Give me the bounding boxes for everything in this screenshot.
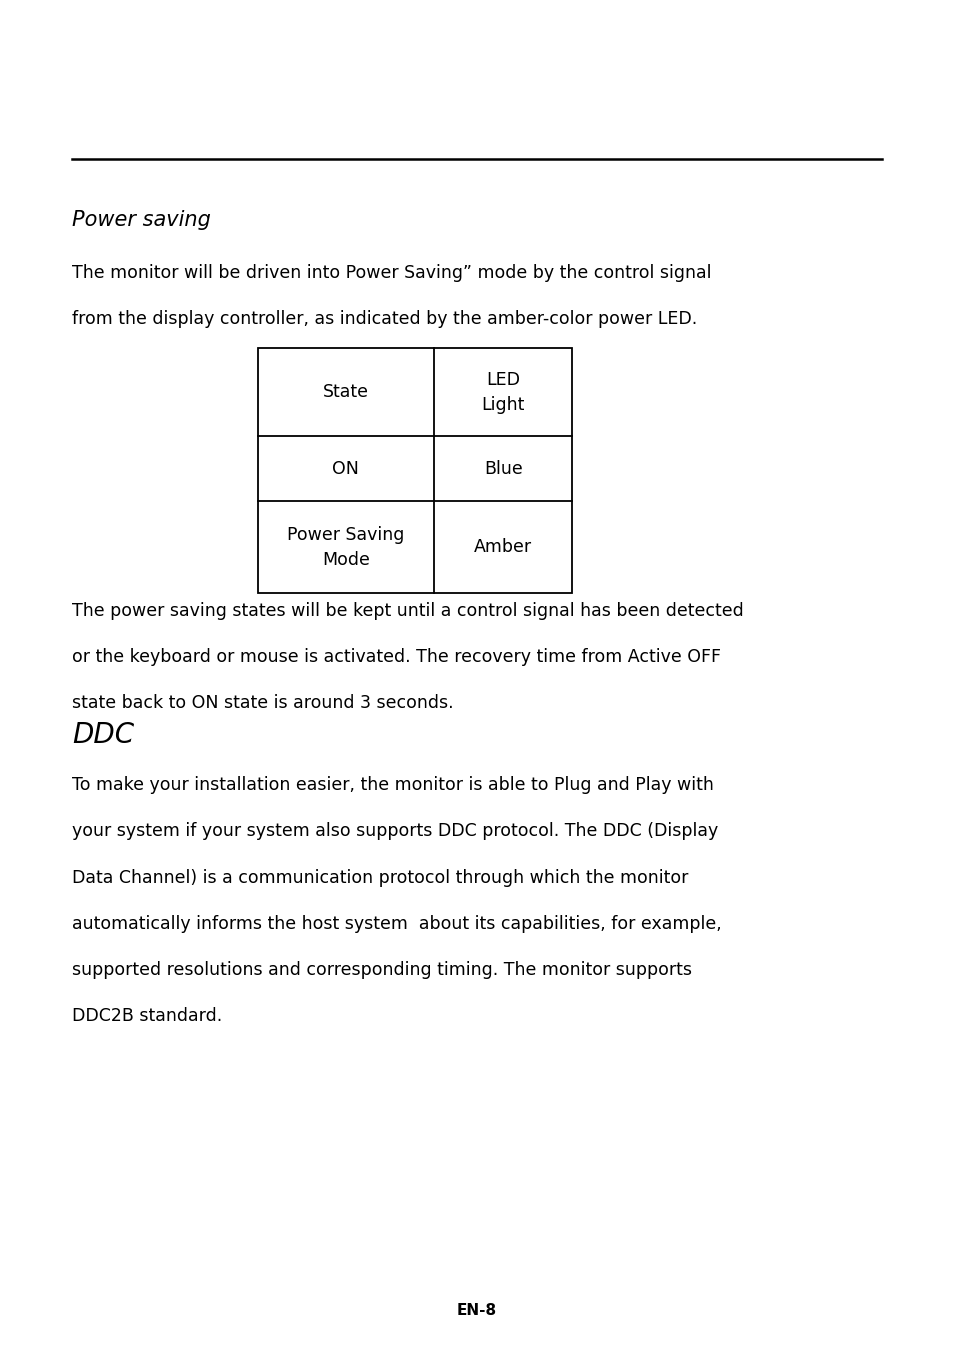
Text: EN-8: EN-8 — [456, 1304, 497, 1318]
Text: The monitor will be driven into Power Saving” mode by the control signal: The monitor will be driven into Power Sa… — [71, 264, 711, 282]
Text: or the keyboard or mouse is activated. The recovery time from Active OFF: or the keyboard or mouse is activated. T… — [71, 648, 720, 665]
Text: DDC2B standard.: DDC2B standard. — [71, 1007, 222, 1024]
Text: supported resolutions and corresponding timing. The monitor supports: supported resolutions and corresponding … — [71, 961, 691, 978]
Text: from the display controller, as indicated by the amber-color power LED.: from the display controller, as indicate… — [71, 310, 697, 328]
Text: Blue: Blue — [483, 459, 522, 478]
Text: state back to ON state is around 3 seconds.: state back to ON state is around 3 secon… — [71, 694, 453, 711]
Bar — [257, 348, 572, 593]
Text: Power Saving
Mode: Power Saving Mode — [287, 526, 404, 569]
Text: your system if your system also supports DDC protocol. The DDC (Display: your system if your system also supports… — [71, 822, 718, 840]
Text: State: State — [322, 383, 369, 401]
Text: DDC: DDC — [71, 721, 134, 749]
Text: ON: ON — [332, 459, 359, 478]
Text: automatically informs the host system  about its capabilities, for example,: automatically informs the host system ab… — [71, 915, 721, 932]
Text: The power saving states will be kept until a control signal has been detected: The power saving states will be kept unt… — [71, 602, 743, 619]
Text: Data Channel) is a communication protocol through which the monitor: Data Channel) is a communication protoco… — [71, 869, 688, 886]
Text: LED
Light: LED Light — [481, 371, 524, 413]
Text: To make your installation easier, the monitor is able to Plug and Play with: To make your installation easier, the mo… — [71, 776, 713, 794]
Text: Power saving: Power saving — [71, 210, 211, 230]
Text: Amber: Amber — [474, 538, 532, 557]
